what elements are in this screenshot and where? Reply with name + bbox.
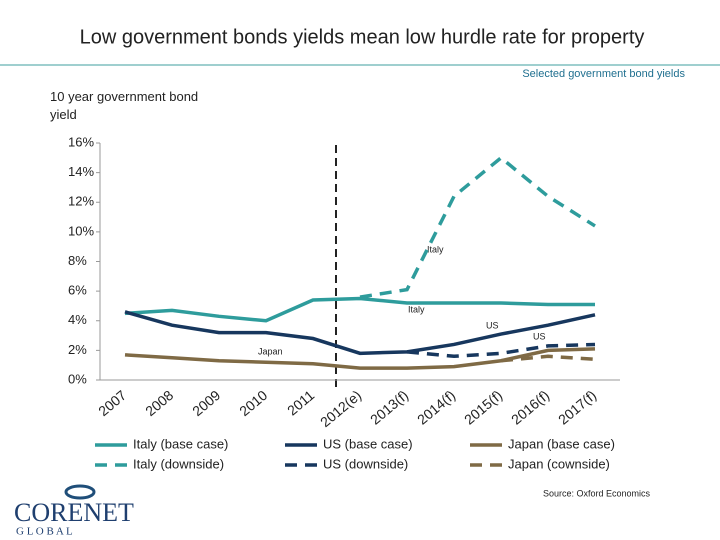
series-line <box>406 342 596 359</box>
y-tick-label: 12% <box>68 194 94 209</box>
y-tick-label: 16% <box>68 134 94 149</box>
legend-label: US (base case) <box>323 436 413 451</box>
legend-label: Italy (downside) <box>133 456 224 471</box>
series-line <box>359 155 596 299</box>
series-line <box>500 354 596 363</box>
legend-label: US (downside) <box>323 456 408 471</box>
y-tick-label: 14% <box>68 164 94 179</box>
y-tick-label: 0% <box>68 371 87 386</box>
legend-label: Japan (base case) <box>508 436 615 451</box>
y-label-box: 10 year government bond yield <box>50 89 199 122</box>
x-tick-label: 2016(f) <box>508 387 552 428</box>
chart-title: Low government bonds yields mean low hur… <box>80 26 645 48</box>
y-tick-label: 8% <box>68 253 87 268</box>
annotation: Italy <box>427 244 444 254</box>
y-tick-label: 6% <box>68 283 87 298</box>
logo-sub: G L O B A L <box>16 526 73 538</box>
annotation: US <box>533 331 546 341</box>
x-tick-label: 2008 <box>142 387 176 419</box>
x-tick-label: 2011 <box>284 387 318 419</box>
series-line <box>124 310 596 356</box>
x-tick-label: 2015(f) <box>461 387 505 428</box>
series-line <box>124 296 595 323</box>
source: Source: Oxford Economics <box>543 488 651 498</box>
x-tick-label: 2014(f) <box>414 387 458 428</box>
legend-label: Japan (cownside) <box>508 456 610 471</box>
y-tick-label: 4% <box>68 312 87 327</box>
x-tick-label: 2013(f) <box>367 387 411 428</box>
y-tick-label: 2% <box>68 342 87 357</box>
annotation: Japan <box>258 346 283 356</box>
x-tick-label: 2010 <box>236 387 270 419</box>
logo: CORENET G L O B A L <box>14 484 134 538</box>
logo-name: CORENET <box>14 498 134 527</box>
annotation: Italy <box>408 304 425 314</box>
x-tick-label: 2012(e) <box>317 387 364 430</box>
y-tick-label: 10% <box>68 223 94 238</box>
y-axis-label: 10 year government bond yield <box>50 89 199 122</box>
annotation: US <box>486 320 499 330</box>
series-line <box>124 347 596 370</box>
legend-label: Italy (base case) <box>133 436 228 451</box>
subtitle: Selected government bond yields <box>522 68 685 80</box>
x-tick-label: 2007 <box>95 387 129 419</box>
x-tick-label: 2009 <box>189 387 223 419</box>
logo-icon <box>64 484 96 500</box>
x-tick-label: 2017(f) <box>555 387 599 428</box>
